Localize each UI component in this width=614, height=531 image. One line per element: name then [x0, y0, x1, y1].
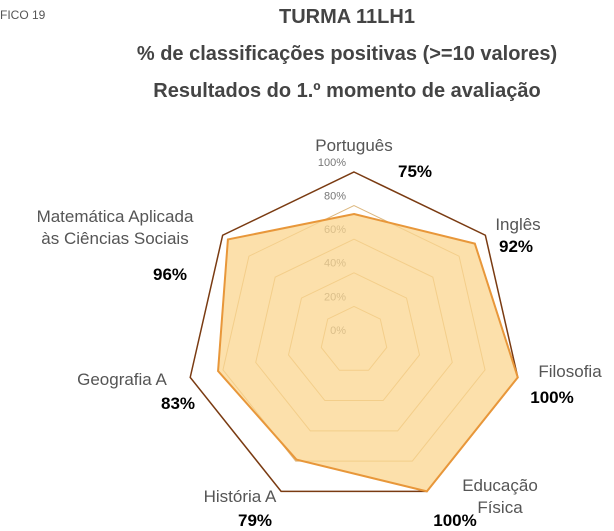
data-label: 92%: [498, 237, 534, 256]
axis-label: Filosofia: [538, 362, 602, 381]
data-label: 83%: [160, 394, 196, 413]
axis-label: Inglês: [495, 215, 541, 234]
chart-title: TURMA 11LH1: [279, 6, 415, 28]
radar-area: [217, 212, 519, 493]
data-label: 100%: [433, 511, 477, 530]
subtitle: % de classificações positivas (>=10 valo…: [136, 43, 558, 65]
data-label: 75%: [397, 162, 433, 181]
y-tick-label: 80%: [324, 191, 346, 203]
data-label: 79%: [237, 511, 273, 530]
data-label: 96%: [152, 265, 188, 284]
y-tick-label: 100%: [318, 157, 346, 169]
axis-label: Geografia A: [77, 370, 167, 389]
axis-label: Matemática Aplicada às Ciências Sociais: [36, 207, 194, 248]
axis-label: Português: [315, 136, 393, 155]
axis-label: História A: [203, 487, 277, 506]
data-label: 100%: [530, 388, 574, 407]
subtitle: Resultados do 1.º momento de avaliação: [153, 80, 541, 102]
grid-ring: [189, 171, 519, 493]
axis-label: Educação Física: [462, 476, 538, 517]
annotation: FICO 19: [0, 8, 46, 22]
